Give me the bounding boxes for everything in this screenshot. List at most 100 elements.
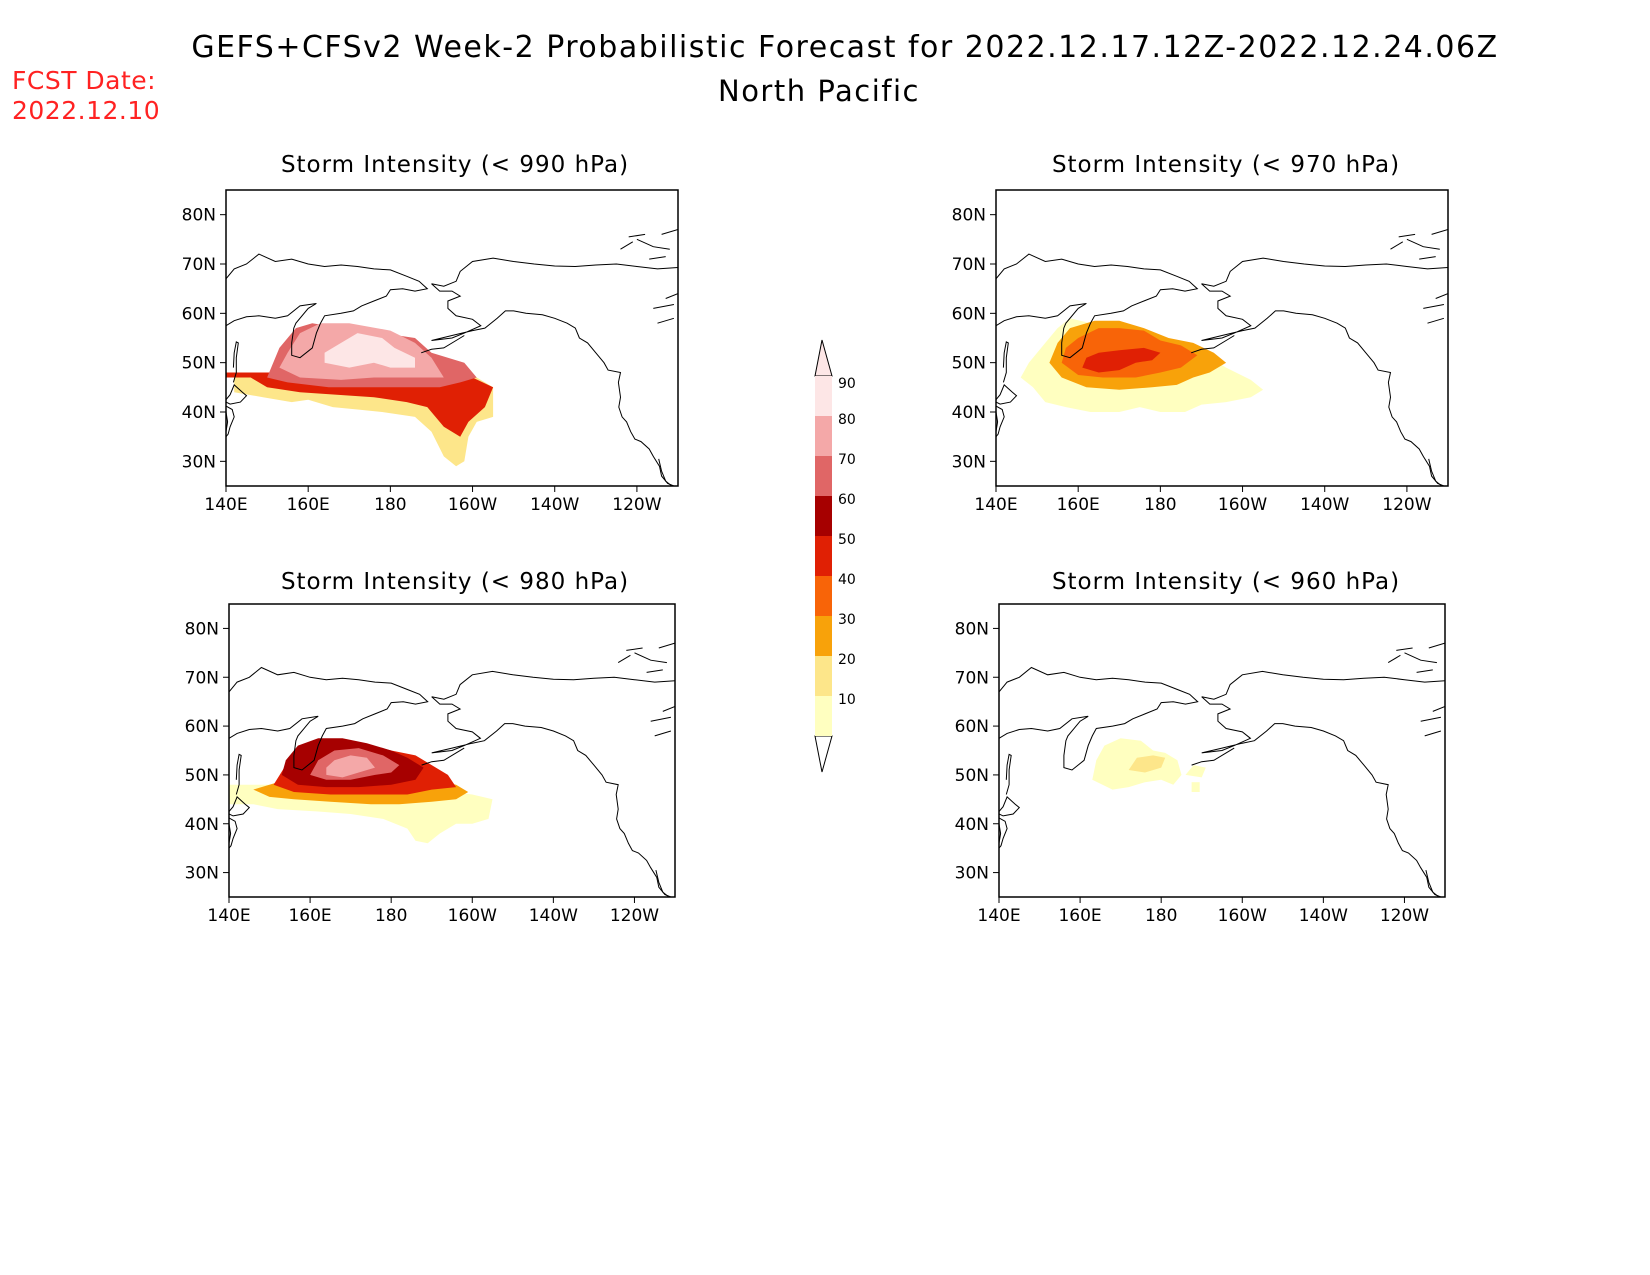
- coastline-japan: [999, 817, 1008, 849]
- colorbar-label: 70: [838, 452, 856, 468]
- y-tick-label: 80N: [182, 206, 216, 226]
- coastline-hokkaido: [996, 384, 1018, 405]
- coastline-island: [1427, 317, 1445, 324]
- panel-title-990: Storm Intensity (< 990 hPa): [280, 152, 630, 178]
- coastline-island: [1420, 716, 1441, 722]
- colorbar-label: 10: [838, 692, 856, 708]
- coastline-hokkaido: [229, 796, 251, 817]
- coastline-arctic: [1201, 257, 1448, 287]
- colorbar-swatch-c40: [815, 576, 832, 616]
- coastline-island: [620, 241, 634, 250]
- coastline-north-america: [431, 283, 675, 486]
- x-tick-label: 140E: [204, 495, 247, 515]
- coastline-island: [634, 652, 667, 664]
- coastline-island: [654, 730, 672, 737]
- coastline-aleutians: [1191, 335, 1235, 354]
- y-tick-label: 40N: [952, 403, 986, 423]
- prob-area-c80: [326, 755, 375, 778]
- coastline-asia: [226, 253, 429, 359]
- x-tick-label: 120W: [612, 495, 661, 515]
- coastline-japan: [996, 405, 1005, 438]
- coastline-island: [617, 654, 631, 664]
- coastline-island: [1390, 241, 1404, 250]
- coastline-island: [1416, 669, 1433, 673]
- coastline-island: [1428, 642, 1445, 649]
- coastline-arctic: [1201, 670, 1445, 700]
- y-tick-label: 70N: [182, 255, 216, 275]
- coastline-north-america: [431, 696, 672, 897]
- map-frame: [228, 603, 676, 898]
- coastline-island: [1431, 229, 1448, 235]
- coastline-island: [1406, 238, 1440, 250]
- x-tick-label: 160E: [1058, 906, 1101, 926]
- x-tick-label: 140W: [1300, 495, 1349, 515]
- fcst-label: FCST Date:: [12, 66, 157, 95]
- coastline-sakhalin: [235, 753, 242, 795]
- colorbar-label: 30: [838, 612, 856, 628]
- panel-title-960: Storm Intensity (< 960 hPa): [1051, 569, 1401, 595]
- x-tick-label: 140E: [974, 495, 1017, 515]
- coastline-island: [1423, 304, 1444, 309]
- map-panel-p990: 80N 70N 60N 50N 40N 30N 140E 160E 180 160W 140W 120…: [182, 189, 679, 515]
- x-tick-label: 160W: [448, 906, 497, 926]
- x-tick-label: 180: [375, 906, 407, 926]
- y-tick-label: 40N: [182, 403, 216, 423]
- coastline-island: [1432, 706, 1445, 712]
- coastline-island: [661, 229, 678, 235]
- coastline-baja: [655, 869, 670, 897]
- colorbar-swatch-c90: [815, 376, 832, 416]
- region-title: North Pacific: [718, 74, 920, 108]
- colorbar-label: 80: [838, 412, 856, 428]
- coastline-sakhalin: [232, 341, 239, 383]
- prob-area-c10: [1191, 782, 1200, 792]
- colorbar-label: 50: [838, 532, 856, 548]
- colorbar-swatch-c80: [815, 416, 832, 456]
- coastline-island: [662, 706, 675, 712]
- y-tick-label: 70N: [955, 668, 989, 688]
- coastline-island: [646, 669, 663, 673]
- colorbar-label: 60: [838, 492, 856, 508]
- coastline-island: [658, 642, 675, 649]
- colorbar-swatch-c30: [815, 616, 832, 656]
- coastline-sakhalin: [1002, 341, 1009, 383]
- coastline-hokkaido: [226, 384, 248, 405]
- x-tick-label: 120W: [610, 906, 659, 926]
- coastline-island: [1398, 233, 1416, 238]
- coastline-island: [665, 293, 678, 299]
- coastline-island: [1396, 647, 1413, 651]
- y-tick-label: 50N: [955, 766, 989, 786]
- panel-title-980: Storm Intensity (< 980 hPa): [280, 569, 630, 595]
- y-tick-label: 80N: [185, 619, 219, 639]
- coastline-island: [626, 647, 643, 651]
- x-tick-label: 180: [1145, 906, 1177, 926]
- prob-area-c20: [1128, 755, 1166, 773]
- y-tick-label: 50N: [952, 354, 986, 374]
- x-tick-label: 180: [374, 495, 406, 515]
- colorbar-bottom-triangle: [814, 735, 833, 773]
- x-tick-label: 140W: [529, 906, 578, 926]
- x-tick-label: 140E: [977, 906, 1020, 926]
- y-tick-label: 30N: [185, 864, 219, 884]
- colorbar: 90 80 70 60 50 40 30 20 10: [814, 339, 856, 773]
- colorbar-swatch-c10: [815, 696, 832, 736]
- map-frame: [995, 189, 1449, 487]
- coastline-hokkaido: [999, 796, 1021, 817]
- coastline-asia: [229, 666, 429, 771]
- y-tick-label: 70N: [185, 668, 219, 688]
- coastline-island: [1435, 293, 1448, 299]
- coastline-north-america: [1201, 283, 1445, 486]
- colorbar-swatch-c20: [815, 656, 832, 696]
- coastline-island: [628, 233, 646, 238]
- coastline-japan: [229, 817, 238, 849]
- coastline-aleutians: [421, 335, 465, 354]
- y-tick-label: 80N: [955, 619, 989, 639]
- coastline-island: [657, 317, 675, 324]
- y-tick-label: 40N: [955, 815, 989, 835]
- y-tick-label: 60N: [955, 717, 989, 737]
- y-tick-label: 40N: [185, 815, 219, 835]
- y-tick-label: 50N: [185, 766, 219, 786]
- coastline-arctic: [431, 257, 678, 287]
- x-tick-label: 160E: [287, 495, 330, 515]
- y-tick-label: 30N: [955, 864, 989, 884]
- x-tick-label: 140E: [207, 906, 250, 926]
